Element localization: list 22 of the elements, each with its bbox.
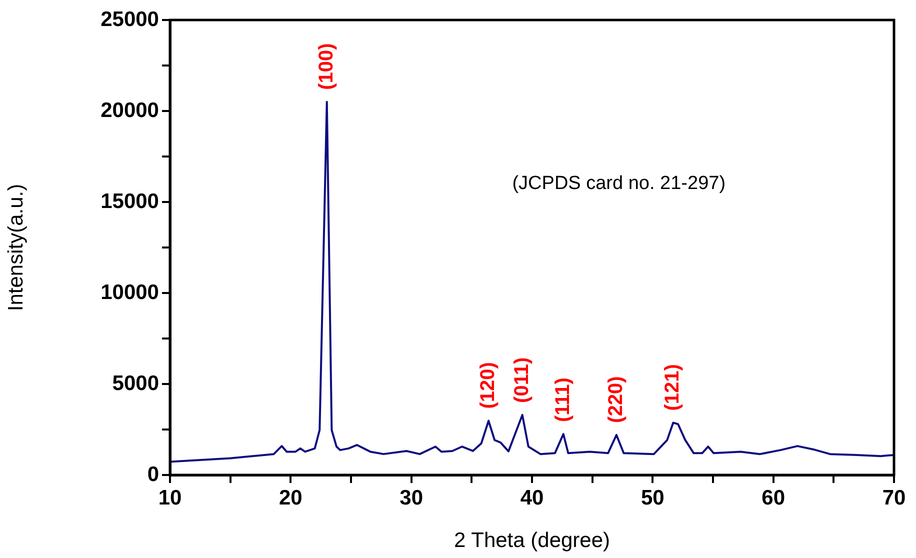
y-tick-label: 20000 [100, 98, 159, 122]
x-tick-label: 50 [640, 486, 664, 510]
annotation: (121) [662, 364, 684, 411]
x-axis-title: 2 Theta (degree) [454, 529, 610, 552]
x-tick-label: 30 [400, 486, 424, 510]
x-tick-label: 60 [762, 486, 786, 510]
annotation: (100) [315, 43, 338, 90]
x-tick-label: 10 [158, 486, 182, 510]
y-tick-label: 15000 [100, 190, 159, 213]
y-tick-label: 0 [147, 462, 159, 486]
annotation: (111) [552, 378, 574, 422]
annotation: (220) [604, 376, 627, 423]
y-tick-label: 5000 [112, 372, 159, 395]
x-tick-label: 40 [520, 486, 544, 510]
annotation: (120) [477, 362, 500, 409]
annotation: (JCPDS card no. 21-297) [512, 173, 726, 194]
y-tick-label: 10000 [100, 280, 159, 304]
annotation: (011) [510, 357, 533, 403]
y-tick-label: 25000 [100, 8, 159, 31]
x-tick-label: 20 [278, 486, 302, 510]
x-tick-label: 70 [882, 486, 906, 510]
y-axis-title: Intensity(a.u.) [4, 184, 28, 312]
